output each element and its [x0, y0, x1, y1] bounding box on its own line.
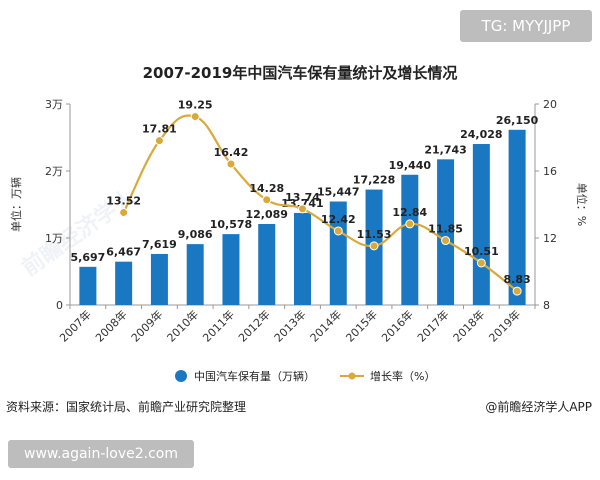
bar-value-label: 9,086 [178, 228, 213, 241]
right-axis-tick-label: 16 [543, 165, 557, 178]
bar [222, 234, 240, 305]
growth-rate-label: 12.42 [321, 213, 356, 226]
growth-rate-label: 11.85 [428, 223, 463, 236]
bar-value-label: 10,578 [210, 218, 252, 231]
left-axis-tick-label: 1万 [45, 232, 63, 245]
x-axis-tick-label: 2014年 [307, 307, 344, 344]
bar [508, 129, 526, 305]
bar [79, 266, 97, 305]
source-note: 资料来源：国家统计局、前瞻产业研究院整理 [6, 400, 247, 414]
x-axis-tick-label: 2007年 [57, 307, 94, 344]
bar [472, 144, 490, 305]
growth-rate-point [476, 258, 486, 268]
bar-value-label: 15,447 [317, 186, 359, 199]
x-axis-tick-label: 2008年 [92, 307, 129, 344]
x-axis-tick-label: 2016年 [378, 307, 415, 344]
growth-rate-point [154, 136, 164, 146]
left-axis-title: 单位：万辆 [9, 177, 23, 232]
x-axis-tick-label: 2012年 [235, 307, 272, 344]
left-axis-tick-label: 0 [56, 299, 63, 312]
bar [150, 253, 168, 305]
legend-swatch-line-marker [348, 372, 356, 380]
bar-value-label: 19,440 [389, 159, 432, 172]
growth-rate-label: 14.28 [249, 182, 284, 195]
bar-value-label: 5,697 [70, 251, 105, 264]
bar-value-label: 7,619 [142, 238, 177, 251]
growth-rate-label: 12.84 [392, 206, 427, 219]
bar [437, 159, 455, 305]
chart-title: 2007-2019年中国汽车保有量统计及增长情况 [142, 64, 458, 82]
bar [258, 224, 276, 305]
x-axis-tick-label: 2009年 [128, 307, 165, 344]
bottom-url-tag: www.again-love2.com [8, 440, 194, 468]
growth-rate-point [262, 195, 272, 205]
bar [115, 261, 133, 305]
x-axis-tick-label: 2011年 [200, 307, 237, 344]
bar [294, 212, 311, 305]
chart: 01万2万3万81216202007年2008年2009年2010年2011年2… [9, 98, 589, 383]
growth-rate-point [405, 219, 415, 229]
right-axis-tick-label: 20 [543, 98, 557, 111]
growth-rate-point [190, 112, 200, 122]
growth-rate-label: 13.74 [285, 191, 320, 204]
left-axis-tick-label: 2万 [45, 165, 63, 178]
bar [401, 174, 419, 305]
x-axis-tick-label: 2013年 [271, 307, 308, 344]
left-axis-tick-label: 3万 [45, 98, 63, 111]
growth-rate-point [298, 204, 307, 214]
growth-rate-point [333, 226, 343, 236]
growth-rate-point [226, 159, 236, 169]
right-axis-title: 单位：% [575, 183, 589, 226]
top-watermark-tag: TG: MYYJJPP [460, 10, 592, 42]
bar-value-label: 17,228 [353, 174, 395, 187]
bar-value-label: 12,089 [246, 208, 288, 221]
legend-swatch-bar [175, 370, 187, 382]
growth-rate-point [369, 241, 379, 251]
growth-rate-point [512, 286, 522, 296]
x-axis-tick-label: 2015年 [343, 307, 380, 344]
growth-rate-point [119, 208, 129, 218]
bar-value-label: 6,467 [106, 246, 141, 259]
right-axis-tick-label: 12 [543, 232, 557, 245]
growth-rate-label: 16.42 [214, 146, 249, 159]
growth-rate-label: 13.52 [106, 195, 141, 208]
brand-credit: @前瞻经济学人APP [485, 400, 592, 414]
x-axis-tick-label: 2010年 [164, 307, 201, 344]
x-axis-tick-label: 2019年 [486, 307, 523, 344]
bar [186, 244, 204, 305]
bar-value-label: 24,028 [460, 128, 502, 141]
bar-value-label: 26,150 [496, 114, 539, 127]
right-axis-tick-label: 8 [543, 299, 550, 312]
growth-rate-label: 19.25 [178, 99, 213, 112]
legend-label-bar: 中国汽车保有量（万辆） [194, 369, 315, 383]
growth-rate-point [441, 236, 451, 246]
growth-rate-label: 8.83 [504, 273, 531, 286]
x-axis-tick-label: 2017年 [414, 307, 451, 344]
x-axis-tick-label: 2018年 [450, 307, 487, 344]
growth-rate-label: 17.81 [142, 123, 177, 136]
legend-label-line: 增长率（%） [370, 369, 435, 383]
bar-value-label: 21,743 [424, 143, 466, 156]
growth-rate-label: 10.51 [464, 245, 499, 258]
growth-rate-label: 11.53 [357, 228, 392, 241]
